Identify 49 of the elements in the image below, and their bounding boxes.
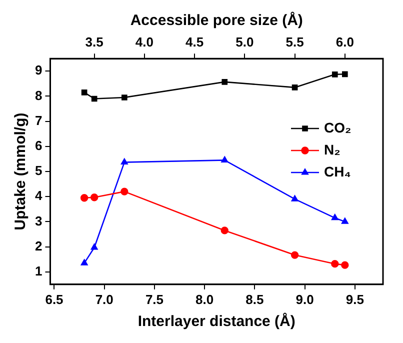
point — [341, 218, 348, 224]
y-tick-label: 8 — [34, 88, 42, 103]
point — [220, 226, 228, 234]
x2-tick-label: 3.5 — [85, 34, 104, 50]
point — [221, 156, 228, 162]
point — [91, 96, 98, 102]
x-tick-label: 7.0 — [95, 292, 114, 307]
x-axis-title: Interlayer distance (Å) — [138, 312, 296, 330]
x2-axis-title: Accessible pore size (Å) — [130, 11, 303, 30]
point — [121, 94, 128, 100]
point — [90, 193, 98, 202]
legend-label: CH₄ — [324, 163, 351, 180]
point — [120, 188, 128, 196]
point — [341, 261, 349, 269]
point — [342, 71, 348, 78]
y-tick-label: 3 — [34, 213, 42, 228]
y-tick-label: 6 — [34, 138, 42, 153]
point — [80, 194, 88, 202]
point — [90, 244, 98, 250]
point — [291, 195, 298, 202]
point — [120, 158, 128, 164]
y-tick-label: 5 — [34, 163, 42, 178]
point — [331, 214, 338, 220]
point — [332, 71, 338, 78]
x2-tick-label: 5.0 — [236, 34, 254, 50]
x2-tick-label: 6.0 — [336, 34, 354, 50]
point — [292, 84, 298, 90]
x2-tick-label: 4.0 — [135, 34, 154, 50]
y-tick-label: 7 — [34, 112, 42, 128]
point — [290, 251, 299, 259]
point — [331, 260, 339, 268]
x-tick-label: 9.5 — [346, 292, 364, 307]
legend-label: CO₂ — [324, 119, 352, 136]
x-tick-label: 7.5 — [145, 292, 164, 307]
y-tick-label: 2 — [34, 238, 42, 254]
point — [222, 79, 228, 85]
x-tick-label: 8.5 — [246, 292, 264, 307]
y-tick-label: 4 — [34, 188, 43, 204]
point — [80, 259, 88, 266]
y-axis-title: Uptake (mmol/g) — [12, 112, 30, 230]
x-tick-label: 6.5 — [45, 292, 64, 307]
x-tick-label: 8.0 — [196, 292, 214, 307]
y-tick-label: 1 — [34, 263, 42, 278]
x2-tick-label: 5.5 — [286, 34, 304, 50]
y-tick-label: 9 — [34, 62, 42, 78]
x-tick-label: 9.0 — [296, 292, 314, 307]
x2-tick-label: 4.5 — [186, 34, 204, 50]
point — [81, 90, 88, 96]
legend-label: N₂ — [324, 141, 340, 158]
